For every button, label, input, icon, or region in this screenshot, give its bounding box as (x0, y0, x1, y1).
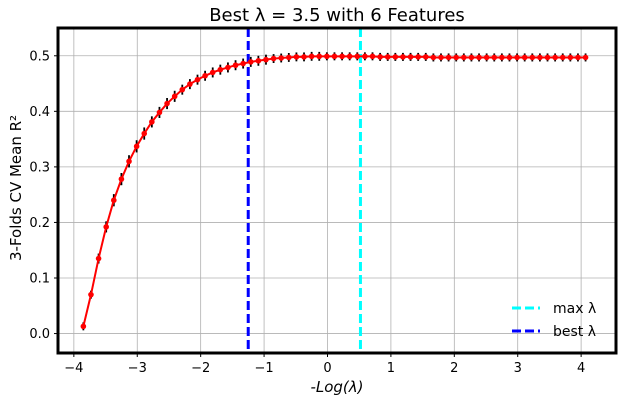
data-point (461, 54, 467, 61)
data-point (514, 54, 520, 61)
x-tick-label: 1 (387, 361, 395, 376)
data-point (537, 54, 543, 61)
chart-title: Best λ = 3.5 with 6 Features (209, 5, 465, 26)
data-point (103, 224, 109, 230)
data-point (164, 100, 170, 107)
y-axis-label: 3-Folds CV Mean R² (7, 115, 25, 261)
y-tick-label: 0.2 (29, 216, 50, 231)
data-point (559, 54, 566, 61)
legend: max λ best λ (512, 301, 596, 340)
data-point (141, 130, 148, 137)
data-point (430, 54, 437, 61)
x-tick-label: −1 (254, 361, 273, 376)
data-point (339, 53, 345, 60)
data-point (567, 54, 574, 61)
data-point (232, 62, 239, 69)
data-point (126, 158, 132, 165)
data-point (270, 55, 277, 62)
data-point (209, 69, 216, 76)
x-tick-label: −2 (191, 361, 210, 376)
data-point (476, 54, 482, 61)
data-point (369, 53, 376, 60)
x-tick-label: 3 (514, 361, 522, 376)
vertical-reference-lines (246, 28, 362, 353)
data-point (293, 54, 300, 60)
data-point (392, 54, 399, 60)
data-point (491, 54, 498, 61)
data-point (301, 54, 307, 60)
grid (58, 28, 616, 353)
data-point (499, 54, 505, 61)
data-point (400, 54, 406, 60)
data-point (453, 54, 460, 61)
x-tick-label: −4 (64, 361, 83, 376)
data-point (187, 81, 193, 87)
data-point (415, 54, 421, 60)
error-bars (82, 51, 587, 331)
data-point (247, 59, 254, 65)
plot-area (58, 28, 616, 353)
data-point (506, 54, 513, 61)
x-tick-label: 4 (577, 361, 585, 376)
data-point (194, 76, 201, 83)
data-point (308, 53, 315, 60)
y-tick-label: 0.1 (29, 272, 50, 287)
data-point (483, 54, 490, 61)
data-point (331, 53, 338, 60)
data-point (438, 54, 444, 61)
data-point (217, 66, 224, 73)
data-point (225, 64, 231, 71)
data-point (529, 54, 536, 61)
x-tick-label: 0 (323, 361, 331, 376)
data-point (445, 54, 452, 61)
data-point (324, 53, 330, 60)
x-axis-ticks: −4 −3 −2 −1 0 1 2 3 4 (64, 353, 585, 376)
data-point (521, 54, 528, 61)
y-tick-label: 0.4 (29, 105, 50, 120)
data-point (362, 53, 368, 60)
x-tick-label: −3 (128, 361, 147, 376)
data-point (575, 54, 581, 61)
data-point (263, 56, 269, 63)
x-tick-label: 2 (450, 361, 458, 376)
series-line (82, 55, 586, 327)
data-point (582, 54, 589, 61)
data-point (407, 54, 414, 60)
data-point (111, 197, 117, 204)
data-point (346, 53, 353, 60)
data-point (149, 119, 155, 125)
y-axis-ticks: 0.0 0.1 0.2 0.3 0.4 0.5 (29, 49, 58, 342)
data-point (468, 54, 475, 61)
y-tick-label: 0.0 (29, 327, 50, 342)
data-point (118, 176, 125, 182)
x-axis-label: -Log(λ) (310, 378, 363, 396)
data-point (278, 55, 285, 61)
data-point (171, 93, 178, 100)
data-point (156, 109, 163, 116)
data-point (552, 54, 558, 61)
data-point (255, 57, 262, 64)
data-point (354, 53, 361, 60)
data-point (384, 54, 391, 60)
data-point (80, 323, 87, 330)
data-point (422, 54, 429, 60)
data-point (286, 54, 292, 61)
y-tick-label: 0.3 (29, 160, 50, 175)
data-point (133, 143, 140, 150)
legend-label-max-lambda: max λ (553, 301, 596, 317)
data-point (88, 291, 94, 298)
data-point (202, 72, 208, 79)
legend-label-best-lambda: best λ (553, 324, 596, 340)
data-point (179, 86, 186, 93)
plot-frame (56, 26, 618, 355)
data-point (377, 54, 383, 60)
data-point (95, 255, 102, 262)
data-point (316, 53, 323, 60)
series-markers (80, 53, 589, 330)
data-point (240, 60, 246, 67)
y-tick-label: 0.5 (29, 49, 50, 64)
data-point (544, 54, 551, 61)
